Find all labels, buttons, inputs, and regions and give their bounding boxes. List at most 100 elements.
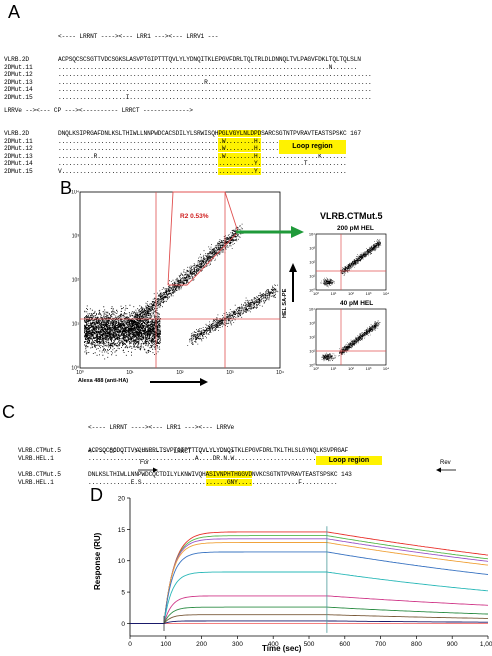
spr-x-tick-label: 300	[232, 641, 243, 648]
spr-x-tick-label: 700	[375, 641, 386, 648]
sequence-name: 2DMut.15	[4, 167, 33, 175]
flow-gate-label: R2 0.53%	[180, 213, 209, 220]
spr-series-line	[130, 620, 488, 624]
loop-residues: .W........H.	[218, 152, 262, 160]
spr-series-line	[130, 614, 488, 624]
sequence-residues: ........................................…	[58, 160, 219, 168]
alignment-row: 2DMut.13................................…	[4, 79, 372, 87]
y-tick-label: 10³	[309, 245, 315, 250]
spr-series-line	[130, 531, 489, 624]
x-tick-label: 10⁰	[76, 370, 84, 376]
alignment-row: 2DMut.15 V...............................…	[4, 167, 361, 176]
loop-residues: .W........H.	[218, 137, 262, 145]
loop-residues: ..........Y.	[218, 167, 262, 175]
spr-series-line	[130, 595, 489, 624]
y-tick-label: 10²	[72, 278, 80, 284]
sequence-residues: ........................	[261, 167, 347, 175]
sequence-residues: ...................I....................…	[58, 93, 372, 101]
sequence-name: 2DMut.11	[4, 63, 33, 71]
loop-residues: ..........Y.	[218, 160, 262, 168]
spr-series-line	[130, 551, 489, 624]
flow-x-label: Alexa 488 (anti-HA)	[78, 378, 129, 384]
panel-a-header-1: <---- LRRNT ----><--- LRR1 ---><--- LRRV…	[58, 33, 219, 41]
sequence-residues: ........................................…	[58, 71, 372, 79]
spr-x-tick-label: 900	[447, 641, 458, 648]
y-tick-label: 10¹	[309, 348, 315, 353]
sequence-residues: DNQLKSIPRGAFDNLKSLTHIWLLNNPWDCACSDILYLSR…	[58, 129, 219, 137]
primer-for-label: For	[140, 460, 149, 466]
sequence-residues: DNLKSLTHIWLLNNPWDCQCTDILYLKNWIVQH	[88, 470, 206, 478]
loop-residues: ASIVNPHTHGGVD	[205, 470, 252, 478]
sequence-residues: .............F..........	[251, 478, 338, 486]
flow-y-arrow	[289, 263, 297, 302]
panel-a-label: A	[8, 2, 21, 22]
x-tick-label: 10¹	[126, 370, 134, 376]
loop-residues: .W........H.	[218, 145, 262, 153]
spr-x-label: Time (sec)	[262, 644, 302, 653]
alignment-row: VLRB.CTMut.5 DNLKSLTHIWLLNNPWDCQCTDILYLKN…	[18, 470, 352, 479]
sequence-residues: V.......................................…	[58, 167, 219, 175]
x-tick-label: 10⁰	[313, 366, 319, 371]
x-tick-label: 10⁴	[383, 291, 389, 296]
sequence-name: 2DMut.11	[4, 137, 33, 145]
green-arrow	[236, 226, 304, 238]
sequence-residues: SARCSGTNTPVRAVTEASTSPSKC 167	[261, 129, 361, 137]
sequence-name: 2DMut.13	[4, 78, 33, 86]
sequence-name: VLRB.2D	[4, 55, 29, 63]
alignment-row: VLRB.HEL.1 ............E.S...............…	[18, 478, 352, 487]
sequence-name: 2DMut.15	[4, 93, 33, 101]
spr-x-tick-label: 400	[268, 641, 279, 648]
panel-c-header-2: <---- CP ----><-------- LRRCT ----------…	[88, 448, 235, 456]
sequence-residues: ........................................…	[58, 78, 372, 86]
spr-x-tick-label: 800	[411, 641, 422, 648]
sequence-residues: ACPSQCSCDQTTVYCHNRRLTSVPTGIPTTTQVLYLYDNQ…	[88, 446, 349, 454]
y-tick-label: 10³	[309, 320, 315, 325]
panel-c-alignment-2: <---- CP ----><-------- LRRCT ----------…	[18, 433, 352, 494]
alignment-row: VLRB.CTMut.5 ACPSQCSCDQTTVYCHNRRLTSVPTGIP…	[18, 447, 348, 455]
spr-x-tick-label: 200	[196, 641, 207, 648]
panel-c-alignment-1: <---- LRRNT ----><--- LRR1 ---><--- LRRV…	[18, 409, 348, 470]
spr-series-line	[130, 538, 489, 624]
alignment-row: VLRB.2D DNQLKSIPRGAFDNLKSLTHIWLLNNPWDCACS…	[4, 129, 361, 138]
spr-series-line	[130, 535, 489, 624]
sequence-name: VLRB.CTMut.5	[18, 470, 61, 478]
sequence-name: 2DMut.12	[4, 71, 33, 79]
x-tick-label: 10³	[366, 366, 372, 371]
sequence-name: 2DMut.14	[4, 160, 33, 168]
panel-a-alignment-2: LRRVe --><--- CP ---><---------- LRRCT -…	[4, 92, 361, 183]
alignment-row: 2DMut.11................................…	[4, 64, 372, 72]
spr-y-tick-label: 10	[118, 558, 126, 565]
loop-residues: PGLVGYLNLDPD	[218, 129, 262, 137]
y-tick-label: 10⁴	[309, 232, 315, 236]
sequence-name: VLRB.CTMut.5	[18, 446, 61, 454]
panel-a-alignment-1: <---- LRRNT ----><--- LRR1 ---><--- LRRV…	[4, 18, 372, 109]
spr-y-tick-label: 0	[121, 621, 125, 628]
spr-x-tick-label: 500	[304, 641, 315, 648]
primer-rev-label: Rev	[440, 460, 451, 466]
sequence-residues: NVKCSGTNTPVRAVTEASTSPSKC 143	[251, 470, 352, 478]
flow-dots	[84, 223, 279, 360]
x-tick-label: 10⁴	[276, 370, 284, 376]
y-tick-label: 10⁴	[309, 307, 315, 311]
y-tick-label: 10²	[309, 259, 315, 264]
flow-sub-dots	[320, 239, 382, 288]
sequence-name: 2DMut.14	[4, 86, 33, 94]
y-tick-label: 10⁰	[309, 362, 315, 367]
y-tick-label: 10²	[309, 334, 315, 339]
loop-residues: ......GNY....	[205, 478, 252, 486]
flow-x-arrow	[150, 378, 208, 386]
x-tick-label: 10⁴	[383, 366, 389, 371]
alignment-row: 2DMut.15 ...................I............…	[4, 94, 372, 102]
sequence-name: 2DMut.12	[4, 145, 33, 153]
sequence-residues: ........................................…	[58, 137, 219, 145]
sequence-residues: ACPSQCSCSGTTVDCSGKSLASVPTGIPTTTQVLYLYDNQ…	[58, 55, 361, 63]
sequence-name: 2DMut.13	[4, 152, 33, 160]
sequence-residues: ........................................…	[58, 145, 219, 153]
spr-x-tick-label: 1,000	[480, 641, 492, 648]
x-tick-label: 10³	[366, 291, 372, 296]
sequence-residues: ..............................A....DR.N.…	[88, 454, 334, 462]
x-tick-label: 10²	[176, 370, 184, 376]
